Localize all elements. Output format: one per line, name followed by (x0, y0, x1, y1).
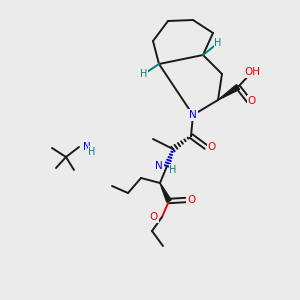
Text: O: O (248, 96, 256, 106)
Text: H: H (169, 165, 177, 175)
Text: H: H (88, 147, 96, 157)
Text: OH: OH (244, 67, 260, 77)
Text: N: N (155, 161, 163, 171)
Text: H: H (140, 69, 148, 79)
Text: O: O (187, 195, 195, 205)
Text: N: N (189, 110, 197, 120)
Polygon shape (218, 85, 239, 100)
Text: O: O (150, 212, 158, 222)
Polygon shape (160, 183, 171, 202)
Text: O: O (208, 142, 216, 152)
Text: H: H (214, 38, 222, 48)
Text: N: N (83, 142, 91, 152)
